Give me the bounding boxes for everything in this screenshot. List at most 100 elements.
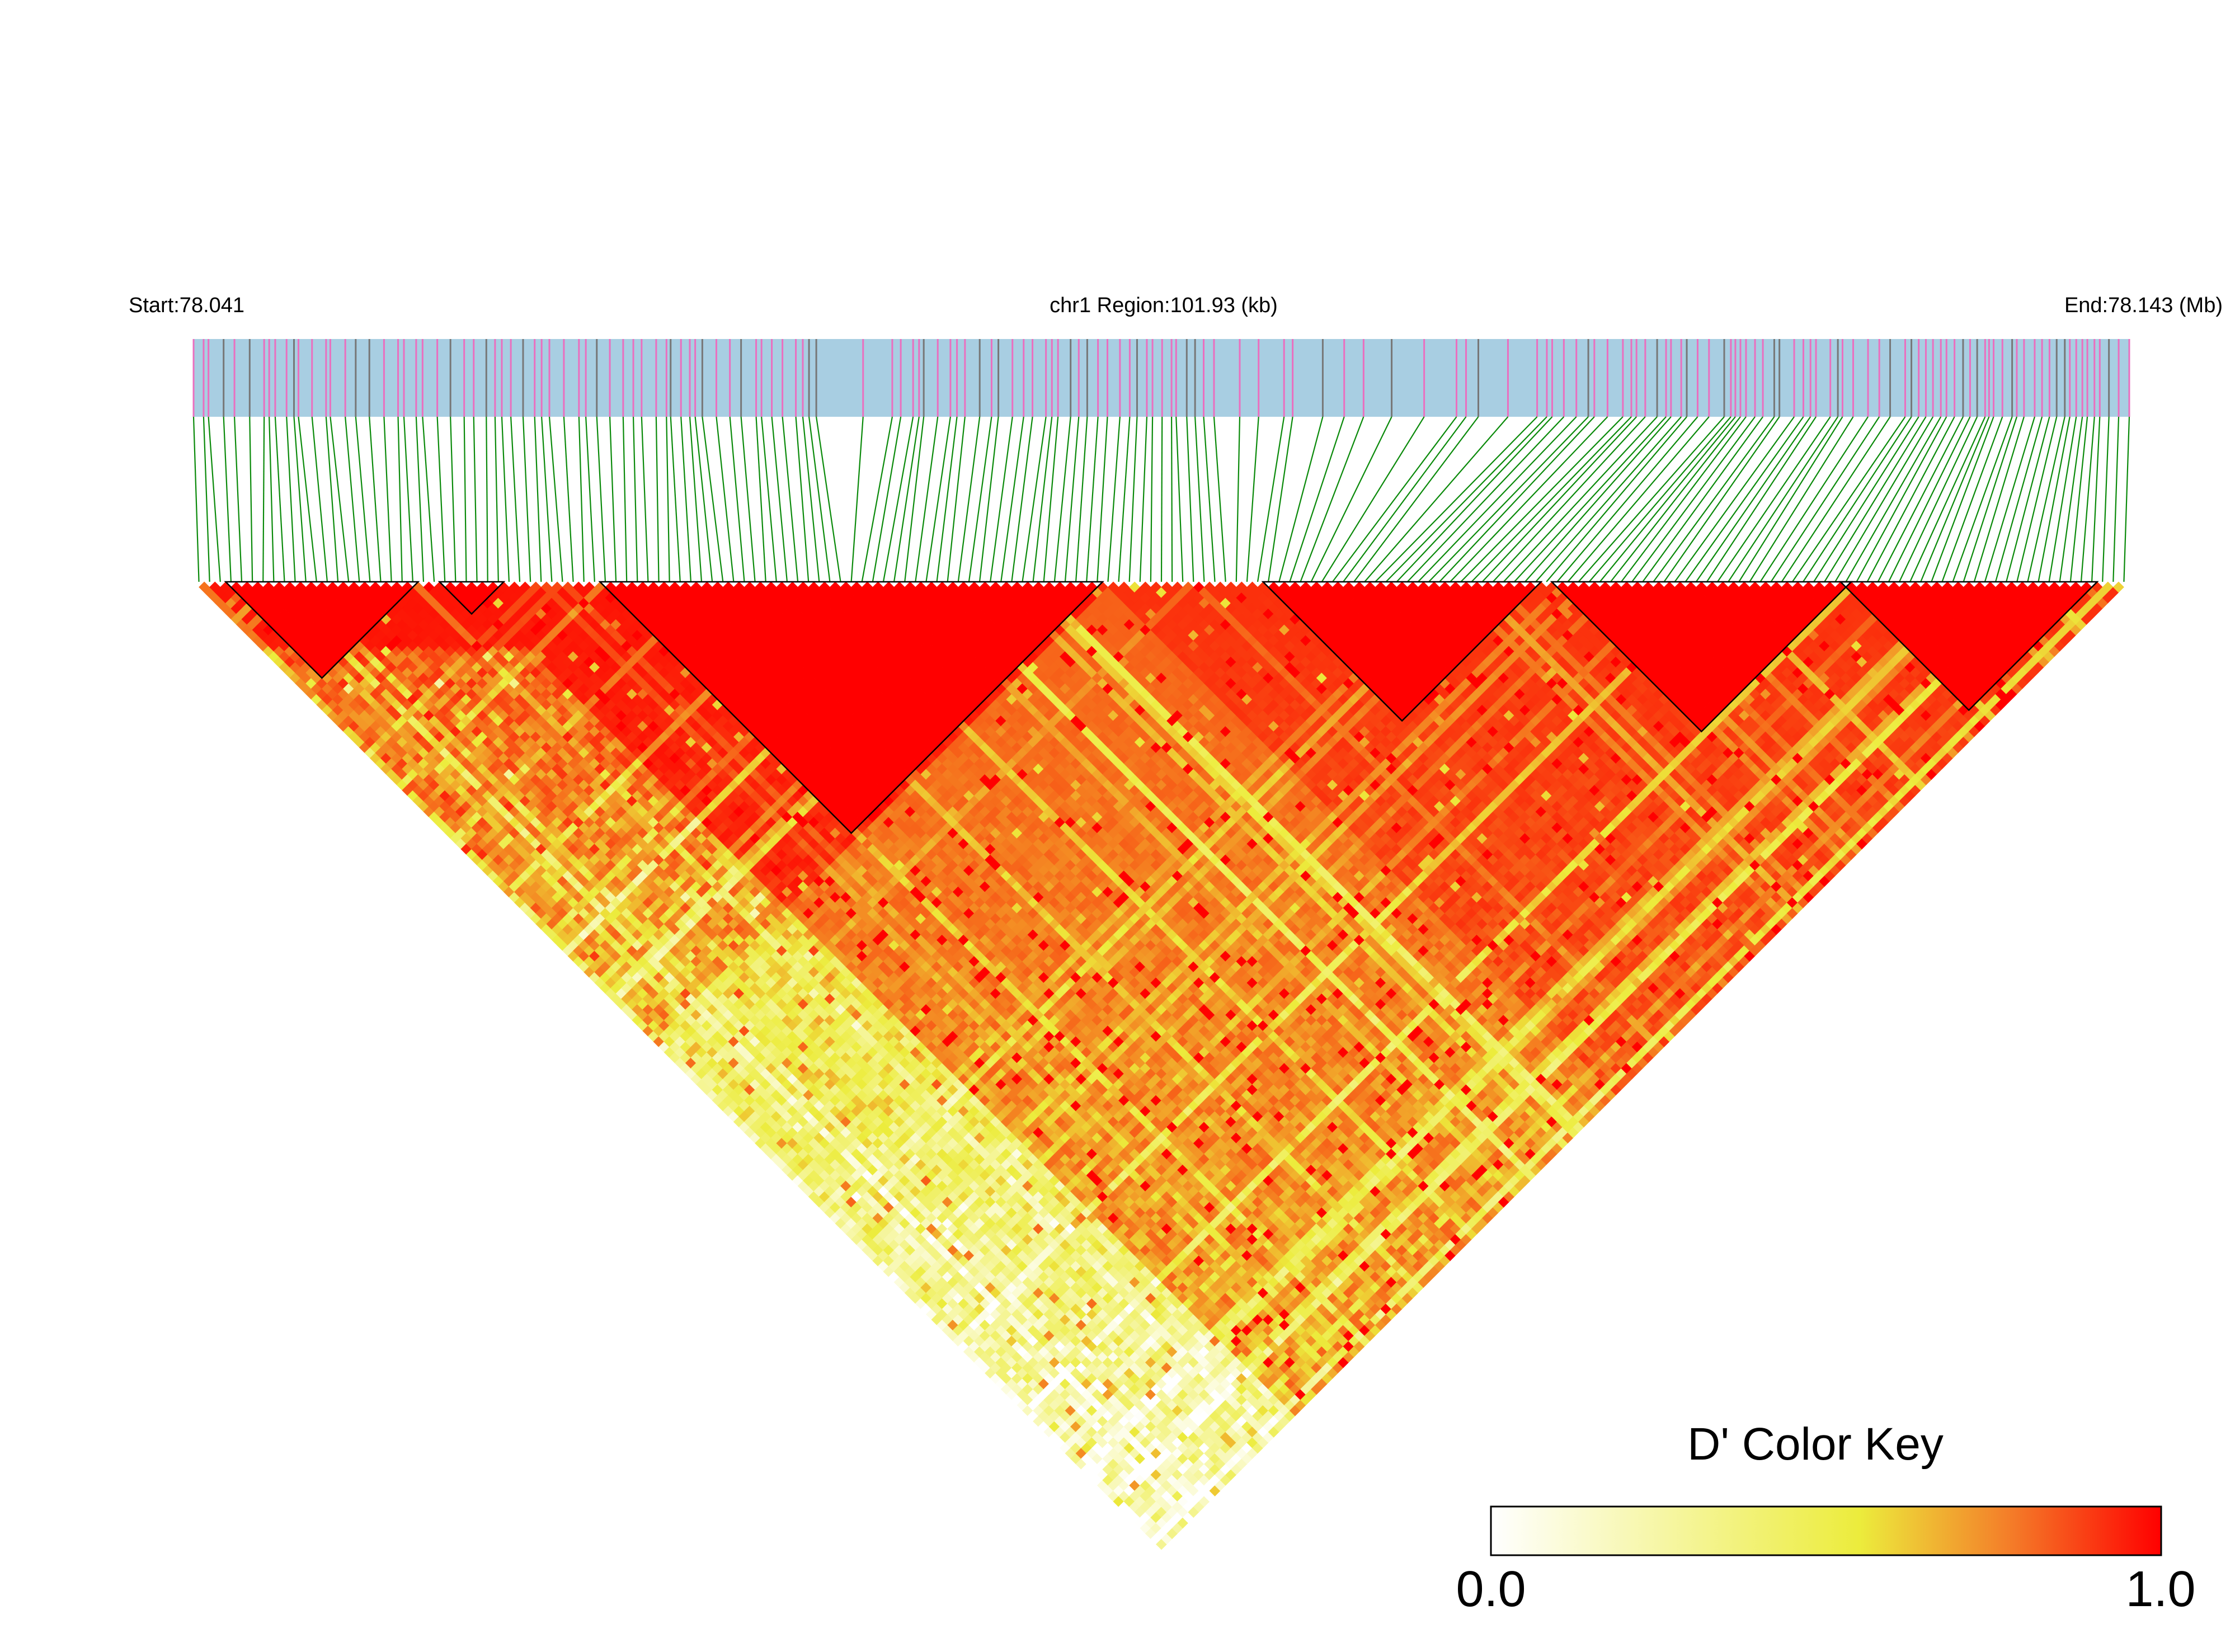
snp-connector-line	[298, 416, 317, 582]
snp-connector-line	[795, 416, 810, 582]
snp-connector-line	[1278, 416, 1324, 582]
snp-connector-line	[422, 416, 435, 582]
snp-connector-lines	[192, 416, 2130, 582]
snp-connector-line	[1186, 416, 1194, 582]
snp-connector-line	[1621, 416, 1747, 582]
snp-connector-line	[1492, 416, 1646, 582]
snp-connector-line	[1075, 416, 1088, 582]
snp-connector-line	[632, 416, 638, 582]
snp-connector-line	[1139, 416, 1148, 582]
snp-connector-line	[1642, 416, 1763, 582]
snp-connector-line	[882, 416, 914, 582]
snp-connector-line	[249, 416, 253, 582]
snp-connector-line	[1653, 416, 1775, 582]
snp-connector-line	[203, 416, 210, 582]
snp-connector-line	[1321, 416, 1425, 582]
snp-connector-line	[1791, 416, 1906, 582]
snp-connector-line	[1695, 416, 1811, 582]
snp-connector-line	[729, 416, 745, 582]
snp-connector-line	[1856, 416, 1947, 582]
snp-connector-line	[1770, 416, 1880, 582]
snp-connector-line	[1450, 416, 1608, 582]
snp-connector-line	[1749, 416, 1854, 582]
snp-connector-line	[990, 416, 1013, 582]
snp-connector-line	[1310, 416, 1392, 582]
snp-connector-line	[1610, 416, 1741, 582]
snp-connector-line	[1941, 416, 2003, 582]
snp-connector-line	[947, 416, 966, 582]
snp-connector-line	[771, 416, 788, 582]
snp-connector-line	[1097, 416, 1108, 582]
snp-connector-line	[1032, 416, 1053, 582]
snp-connector-line	[1674, 416, 1795, 582]
snp-connector-line	[2112, 416, 2120, 582]
snp-connector-line	[968, 416, 992, 582]
snp-connector-line	[596, 416, 606, 582]
snp-connector-line	[1728, 416, 1839, 582]
snp-connector-line	[415, 416, 425, 582]
snp-connector-line	[2048, 416, 2077, 582]
snp-connector-line	[1086, 416, 1099, 582]
snp-connector-line	[872, 416, 902, 582]
snp-connector-line	[1717, 416, 1831, 582]
ld-cells	[199, 581, 2124, 1550]
snp-connector-line	[1128, 416, 1138, 582]
snp-connector-line	[808, 416, 831, 582]
snp-connector-line	[915, 416, 939, 582]
snp-connector-line	[585, 416, 595, 582]
snp-connector-line	[957, 416, 981, 582]
snp-connector-line	[293, 416, 307, 582]
snp-connector-line	[716, 416, 735, 582]
snp-connector-line	[1396, 416, 1553, 582]
snp-connector-line	[1150, 416, 1154, 582]
snp-connector-line	[1246, 416, 1259, 582]
snp-connector-line	[223, 416, 232, 582]
snp-connector-line	[1588, 416, 1731, 582]
snp-connector-line	[192, 416, 200, 582]
snp-connector-line	[2006, 416, 2050, 582]
snp-connector-line	[816, 416, 841, 582]
snp-connector-line	[486, 416, 488, 582]
snp-connector-line	[2091, 416, 2101, 582]
snp-connector-line	[802, 416, 820, 582]
snp-connector-line	[1963, 416, 2018, 582]
snp-connector-line	[1567, 416, 1710, 582]
snp-connector-line	[1931, 416, 1994, 582]
snp-connector-line	[1107, 416, 1121, 582]
snp-connector-line	[510, 416, 521, 582]
snp-connector-line	[1524, 416, 1672, 582]
snp-connector-line	[1343, 416, 1467, 582]
snp-connector-line	[436, 416, 446, 582]
snp-connector-line	[463, 416, 467, 582]
snp-connector-line	[345, 416, 360, 582]
snp-connector-line	[1866, 416, 1955, 582]
snp-connector-line	[1813, 416, 1919, 582]
snp-connector-line	[534, 416, 542, 582]
snp-connector-line	[1973, 416, 2025, 582]
snp-connector-line	[1375, 416, 1538, 582]
snp-connector-line	[1118, 416, 1131, 582]
snp-connector-line	[1781, 416, 1891, 582]
snp-position-track	[192, 339, 2130, 417]
snp-connector-line	[2069, 416, 2088, 582]
snp-connector-line	[325, 416, 339, 582]
snp-connector-line	[740, 416, 756, 582]
snp-connector-line	[1663, 416, 1780, 582]
snp-connector-line	[2123, 416, 2130, 582]
snp-connector-line	[680, 416, 691, 582]
snp-connector-line	[369, 416, 382, 582]
snp-connector-line	[904, 416, 925, 582]
snp-connector-line	[578, 416, 585, 582]
snp-connector-line	[2059, 416, 2083, 582]
snp-connector-line	[2038, 416, 2071, 582]
snp-connector-line	[1546, 416, 1687, 582]
snp-connector-line	[269, 416, 275, 582]
snp-connector-line	[1353, 416, 1479, 582]
snp-connector-line	[355, 416, 371, 582]
snp-connector-line	[1738, 416, 1843, 582]
snp-connector-line	[1503, 416, 1658, 582]
snp-connector-line	[694, 416, 713, 582]
snp-connector-line	[1160, 416, 1163, 582]
snp-connector-line	[1909, 416, 1986, 582]
snp-connector-line	[1300, 416, 1364, 582]
